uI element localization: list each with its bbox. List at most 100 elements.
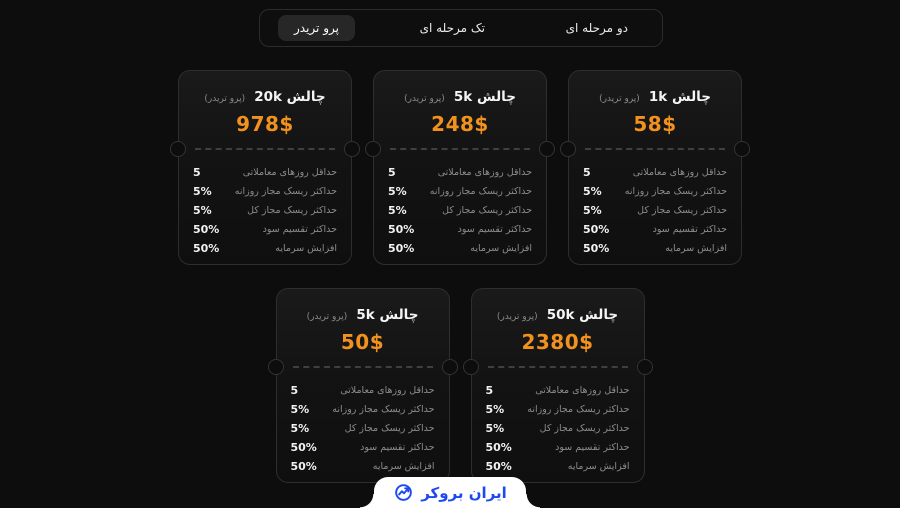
feature-label: حداکثر ریسک مجاز کل [442,205,532,216]
feature-list: حداقل روزهای معاملاتی 5 حداکثر ریسک مجاز… [291,381,435,476]
feature-value: 5% [485,403,505,416]
card-title-text: چالش 5k [356,307,419,323]
feature-value: 50% [388,223,415,236]
tab-pro-trader[interactable]: پرو تریدر [278,15,355,41]
challenge-card-50k: چالش 50k (پرو تریدر) 2380$ حداقل روزهای … [462,288,653,483]
feature-label: حداکثر ریسک مجاز روزانه [624,186,727,197]
footer-badge-curve [360,494,374,508]
card-title-subtext: (پرو تریدر) [599,94,640,104]
feature-label: حداکثر ریسک مجاز کل [344,423,435,434]
feature-label: حداکثر ریسک مجاز روزانه [234,186,337,197]
feature-value: 5% [290,403,310,416]
feature-row: حداکثر تقسیم سود 50% [291,438,435,457]
challenge-cards: چالش 1k (پرو تریدر) 58$ حداقل روزهای معا… [10,70,900,483]
feature-label: حداقل روزهای معاملاتی [535,385,630,396]
card-price: 50$ [340,330,385,354]
ticket-notch-icon [267,359,284,375]
card-price: 248$ [431,112,489,136]
feature-list: حداقل روزهای معاملاتی 5 حداکثر ریسک مجاز… [583,163,727,258]
challenge-card-1k: چالش 1k (پرو تریدر) 58$ حداقل روزهای معا… [560,70,750,265]
feature-row: حداکثر ریسک مجاز کل 5% [291,419,435,438]
feature-row: حداکثر ریسک مجاز کل 5% [583,201,727,220]
feature-row: افزایش سرمایه 50% [486,457,630,476]
dashed-divider [585,148,725,150]
card-price: 978$ [236,112,294,136]
card-title: چالش 1k (پرو تریدر) [569,71,741,105]
feature-label: حداکثر تقسیم سود [262,224,337,235]
challenge-card-5k: چالش 5k (پرو تریدر) 248$ حداقل روزهای مع… [365,70,555,265]
feature-label: حداقل روزهای معاملاتی [242,167,337,178]
card-price: 58$ [633,112,677,136]
feature-value: 5 [290,384,299,397]
feature-label: حداکثر ریسک مجاز روزانه [527,404,630,415]
ticket-notch-icon [462,359,479,375]
footer-strip [0,508,900,519]
feature-row: حداکثر ریسک مجاز روزانه 5% [583,182,727,201]
feature-value: 50% [485,460,512,473]
dashed-divider [487,366,628,368]
feature-row: افزایش سرمایه 50% [583,239,727,258]
feature-value: 50% [583,242,610,255]
feature-row: افزایش سرمایه 50% [193,239,337,258]
feature-list: حداقل روزهای معاملاتی 5 حداکثر ریسک مجاز… [193,163,337,258]
feature-label: حداقل روزهای معاملاتی [340,385,435,396]
feature-label: افزایش سرمایه [470,243,532,254]
feature-label: افزایش سرمایه [567,461,630,472]
dashed-divider [390,148,530,150]
feature-row: حداکثر ریسک مجاز کل 5% [486,419,630,438]
feature-value: 50% [290,460,317,473]
ticket-notch-icon [441,359,458,375]
feature-label: افزایش سرمایه [372,461,435,472]
feature-row: حداکثر ریسک مجاز روزانه 5% [486,400,630,419]
dashed-divider [195,148,335,150]
card-title: چالش 50k (پرو تریدر) [472,289,644,323]
feature-value: 50% [290,441,317,454]
feature-row: حداقل روزهای معاملاتی 5 [583,163,727,182]
feature-value: 5% [193,185,212,198]
card-title-subtext: (پرو تریدر) [306,312,348,322]
feature-value: 50% [193,223,220,236]
card-title: چالش 5k (پرو تریدر) [374,71,546,105]
card-title: چالش 20k (پرو تریدر) [179,71,351,105]
brand-badge: ایران بروکر [374,477,526,508]
feature-label: حداکثر تقسیم سود [555,442,630,453]
brand-name: ایران بروکر [421,483,507,502]
feature-label: حداکثر تقسیم سود [457,224,532,235]
ticket-notch-icon [636,359,653,375]
card-title-subtext: (پرو تریدر) [404,94,445,104]
card-title: چالش 5k (پرو تریدر) [277,289,449,323]
feature-row: حداکثر تقسیم سود 50% [486,438,630,457]
feature-value: 5 [485,384,494,397]
feature-list: حداقل روزهای معاملاتی 5 حداکثر ریسک مجاز… [388,163,532,258]
feature-row: حداکثر تقسیم سود 50% [193,220,337,239]
cards-row-top: چالش 1k (پرو تریدر) 58$ حداقل روزهای معا… [10,70,900,265]
ticket-notch-icon [344,141,360,157]
feature-label: حداکثر تقسیم سود [652,224,727,235]
ticket-notch-icon [365,141,381,157]
feature-label: حداکثر ریسک مجاز روزانه [429,186,532,197]
card-title-text: چالش 5k [453,89,516,105]
cards-row-bottom: چالش 50k (پرو تریدر) 2380$ حداقل روزهای … [10,288,900,483]
feature-value: 50% [193,242,220,255]
feature-row: حداقل روزهای معاملاتی 5 [193,163,337,182]
feature-row: حداقل روزهای معاملاتی 5 [486,381,630,400]
feature-value: 5 [583,166,591,179]
challenge-card-20k: چالش 20k (پرو تریدر) 978$ حداقل روزهای م… [170,70,360,265]
feature-value: 50% [388,242,415,255]
ticket-notch-icon [539,141,555,157]
card-title-subtext: (پرو تریدر) [204,94,246,104]
feature-row: افزایش سرمایه 50% [388,239,532,258]
feature-row: حداکثر تقسیم سود 50% [388,220,532,239]
tab-one-step[interactable]: تک مرحله ای [404,15,501,41]
ticket-notch-icon [560,141,576,157]
tab-two-step[interactable]: دو مرحله ای [550,15,644,41]
challenge-card-5k-basic: چالش 5k (پرو تریدر) 50$ حداقل روزهای معا… [267,288,458,483]
trend-arrow-circle-icon [395,484,412,501]
dashed-divider [292,366,433,368]
feature-label: حداکثر ریسک مجاز روزانه [332,404,435,415]
card-title-text: چالش 1k [648,89,711,105]
feature-row: حداقل روزهای معاملاتی 5 [388,163,532,182]
feature-label: حداقل روزهای معاملاتی [632,167,727,178]
feature-row: حداکثر تقسیم سود 50% [583,220,727,239]
feature-value: 5% [388,185,407,198]
